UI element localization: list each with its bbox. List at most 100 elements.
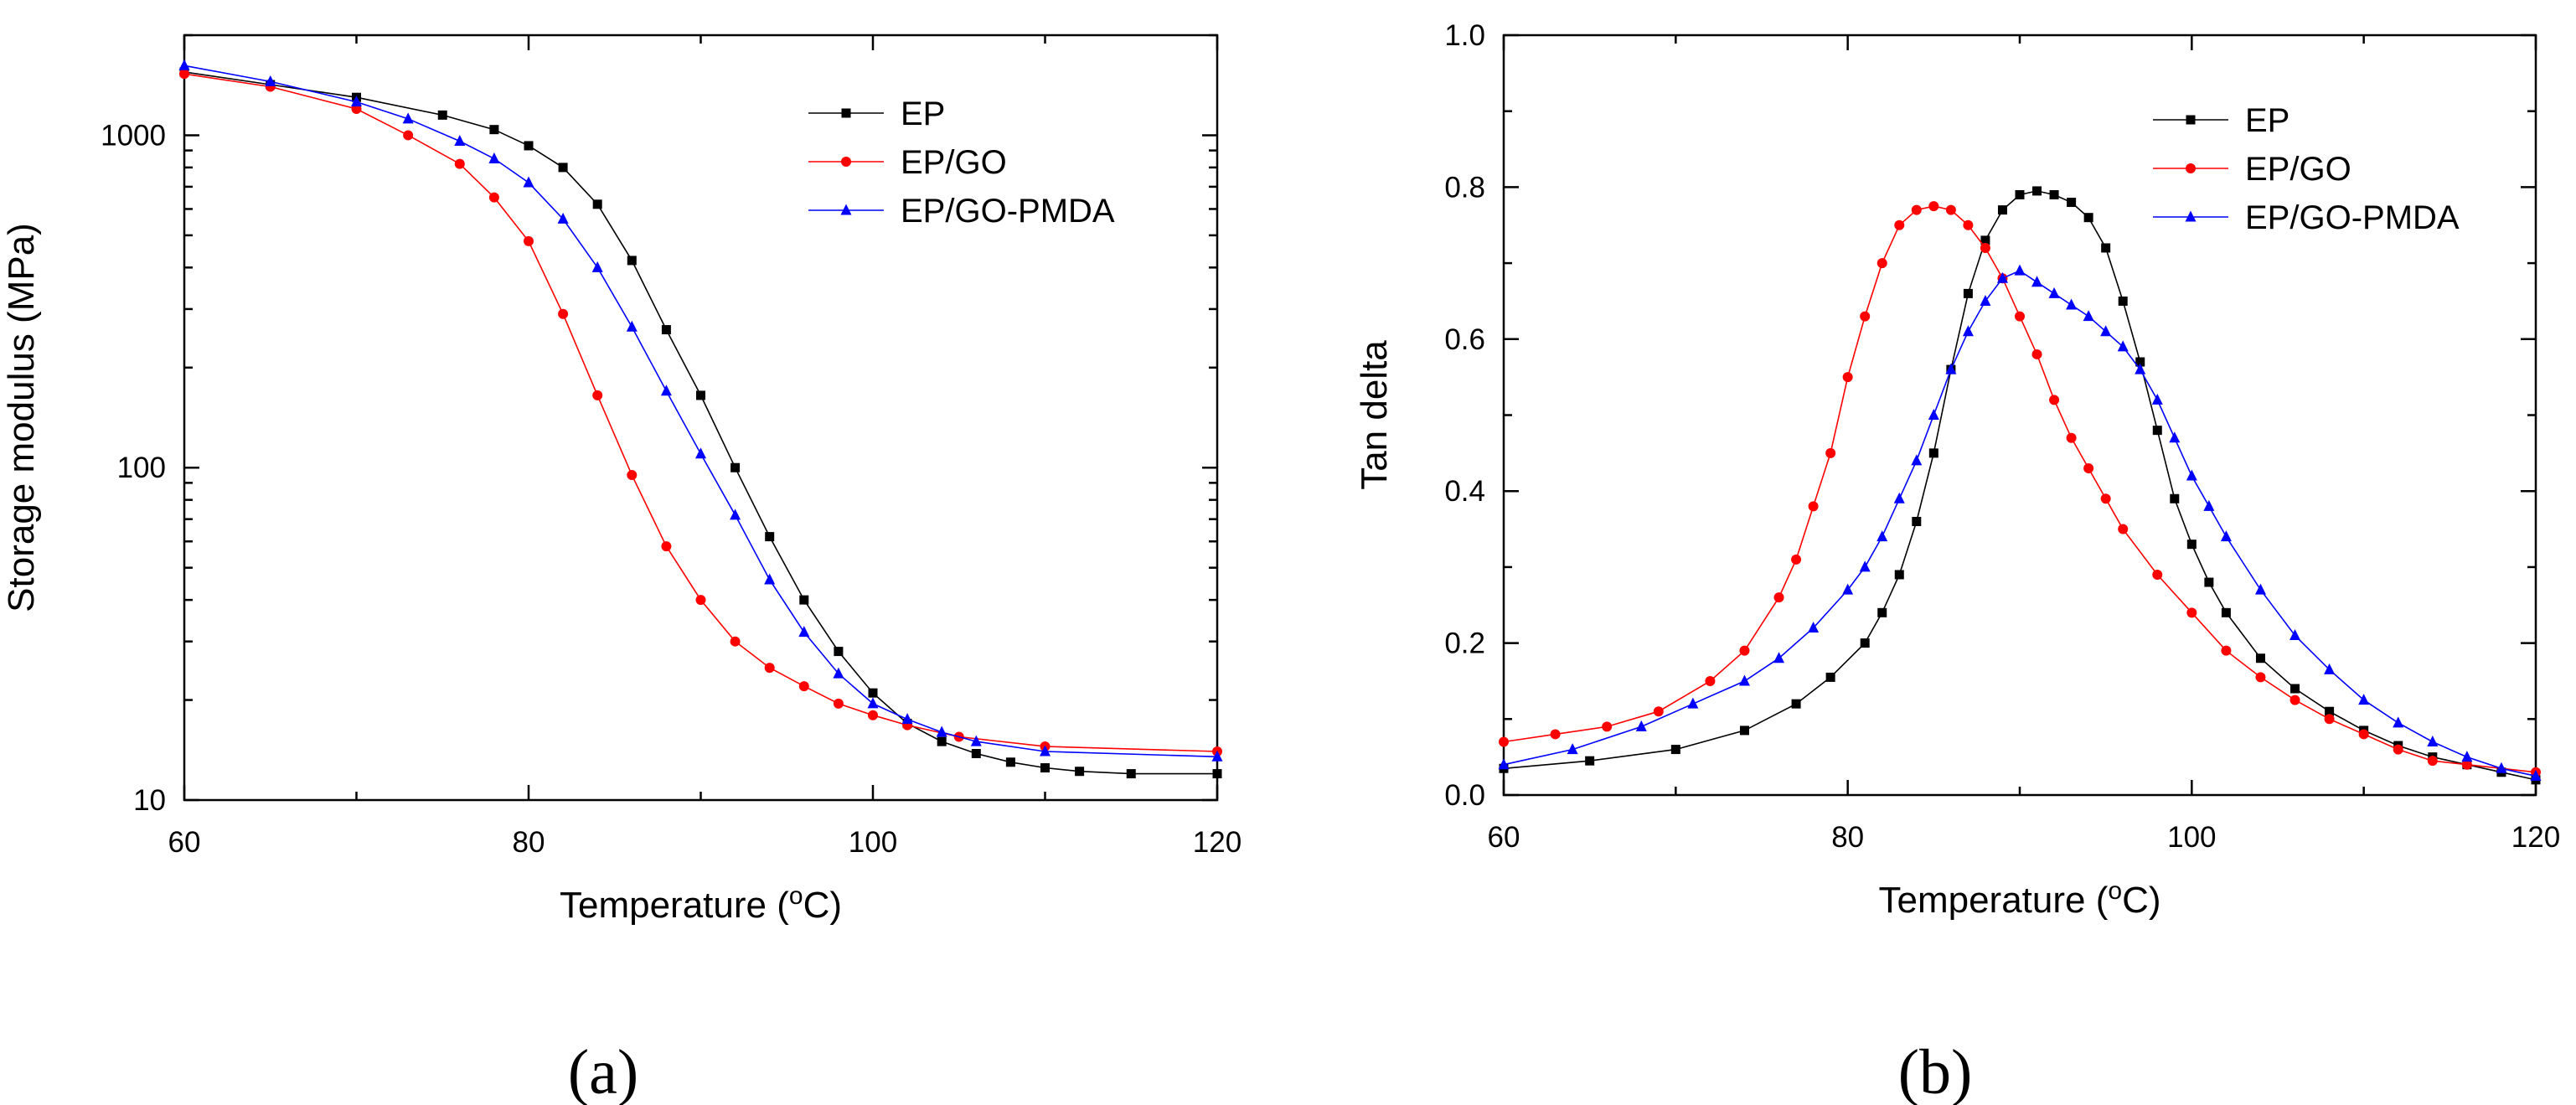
data-point-ep-go [2427,756,2438,767]
data-point-ep [1670,745,1680,755]
data-point-ep-go [1894,219,1905,230]
data-point-ep-go-pmda [1635,720,1647,731]
temperature-unit: C) [2122,880,2160,921]
x-tick-label: 80 [1831,821,1864,854]
data-point-ep [2083,213,2093,223]
data-point-ep-go-pmda [2496,762,2507,773]
data-point-ep-go [2461,759,2472,770]
x-tick-label: 100 [849,826,897,859]
y-tick-label: 1000 [101,119,166,152]
data-point-ep-go [1773,592,1784,603]
data-point-ep-go [2083,462,2094,473]
data-point-ep-go-pmda [1498,758,1510,770]
x-tick-label: 60 [168,826,201,859]
legend-marker [841,157,851,167]
data-point-ep [2255,653,2265,664]
data-point-ep-go-pmda [2530,769,2542,781]
data-point-ep [2152,426,2162,436]
data-point-ep [1928,448,1938,458]
data-point-ep-go-pmda [695,447,706,459]
legend-label: EP [901,96,945,132]
data-point-ep [2170,493,2180,503]
panel-caption: (b) [1898,1037,1973,1105]
legend-marker [2186,115,2196,125]
data-point-ep [937,736,947,746]
degree-symbol: o [2108,877,2122,905]
series-ep-go [179,69,1222,757]
data-point-ep-go-pmda [1877,530,1888,542]
data-point-ep-go-pmda [2031,276,2043,287]
data-point-ep-go [1791,554,1802,565]
data-point-ep-go-pmda [901,713,913,725]
data-point-ep-go-pmda [798,626,810,638]
data-point-ep-go [1653,706,1664,717]
y-tick-label: 0.6 [1444,323,1485,356]
data-point-ep [2101,243,2111,253]
data-point-ep-go-pmda [2169,431,2181,443]
legend-entry-ep: EP [2153,102,2289,139]
legend-label: EP/GO [2245,151,2351,188]
legend-marker [2185,210,2197,222]
data-point-ep [971,748,981,758]
data-point-ep-go-pmda [488,152,500,163]
data-point-ep [1997,205,2007,215]
series-line-ep-go-pmda [1503,270,2537,777]
data-point-ep-go-pmda [2151,393,2163,405]
data-point-ep-go [2031,349,2042,359]
data-point-ep-go-pmda [1962,325,1974,337]
data-point-ep-go [488,192,499,203]
y-tick-label: 1.0 [1444,19,1485,52]
data-point-ep-go-pmda [2427,736,2439,747]
data-point-ep-go-pmda [2135,363,2146,374]
data-point-ep [868,688,878,698]
legend-entry-ep-go: EP/GO [2153,151,2351,188]
data-point-ep-go [661,541,672,552]
data-point-ep-go-pmda [1567,743,1578,755]
data-point-ep [2186,540,2197,550]
data-point-ep-go-pmda [730,509,741,520]
data-point-ep-go-pmda [2100,325,2112,337]
data-point-ep-go [1550,729,1561,740]
data-point-ep-go-pmda [1040,745,1051,756]
data-point-ep-go-pmda [626,320,638,332]
data-point-ep [1791,699,1801,709]
data-point-ep-go-pmda [936,725,947,737]
data-point-ep-go [1825,447,1836,458]
y-tick-label: 0.0 [1444,779,1485,812]
data-point-ep [1980,235,1990,245]
y-tick-label: 0.4 [1444,475,1485,508]
data-point-ep-go [1808,501,1819,512]
data-point-ep-go [833,698,844,709]
data-point-ep-go-pmda [1738,674,1750,686]
data-point-ep [1040,763,1050,773]
series-ep-go [1499,201,2541,777]
y-axis-title: Tan delta [1354,340,1395,490]
data-point-ep-go-pmda [178,59,190,70]
legend-label: EP/GO-PMDA [901,193,1115,230]
data-point-ep-go [695,595,706,606]
data-point-ep-go-pmda [2203,499,2215,511]
data-point-ep [627,256,637,266]
data-point-ep-go-pmda [1859,560,1871,572]
data-point-ep-go [764,663,775,674]
data-point-ep-go [592,390,603,400]
data-point-ep-go [1963,219,1974,230]
legend-marker [841,108,851,118]
y-axis-title: Storage modulus (MPa) [1,223,42,612]
data-point-ep-go-pmda [2014,264,2026,276]
data-point-ep-go [1499,736,1509,747]
data-point-ep [834,647,844,657]
data-point-ep [1212,769,1222,779]
data-point-ep-go-pmda [1928,409,1939,420]
y-tick-label: 10 [133,784,166,817]
data-point-ep-go [730,636,741,647]
data-point-ep-go [2186,607,2197,618]
x-tick-label: 80 [513,826,545,859]
data-point-ep-go-pmda [1980,294,1991,306]
data-point-ep-go-pmda [867,697,879,709]
legend-label: EP/GO-PMDA [2245,199,2460,236]
data-point-ep [765,532,775,542]
data-point-ep-go-pmda [1911,454,1923,466]
data-point-ep-go-pmda [1808,621,1820,633]
data-point-ep-go [1945,204,1956,215]
